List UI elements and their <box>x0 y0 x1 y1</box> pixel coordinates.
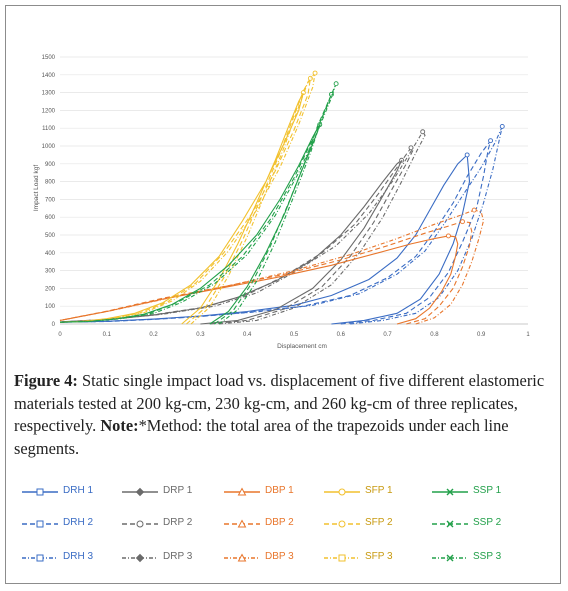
y-axis-label: Impact Load kgf <box>33 165 40 211</box>
x-tick-label: 0.8 <box>430 332 439 338</box>
y-tick-label: 400 <box>45 251 56 257</box>
x-tick-label: 0 <box>58 332 62 338</box>
data-point <box>307 75 313 81</box>
series-line-drh-2 <box>59 140 492 325</box>
series-line-drh-1 <box>59 153 471 325</box>
series-line-dbp-3 <box>59 209 485 325</box>
data-point <box>464 152 470 158</box>
y-tick-label: 1300 <box>42 91 56 97</box>
y-tick-label: 100 <box>45 304 56 310</box>
y-tick-label: 0 <box>52 322 56 328</box>
y-tick-label: 200 <box>45 286 56 292</box>
x-tick-label: 0.9 <box>477 332 486 338</box>
series-line-ssp-2 <box>59 94 332 325</box>
note-label: Note: <box>100 416 139 435</box>
data-point <box>333 81 339 87</box>
figure-caption: Figure 4: Static single impact load vs. … <box>14 370 554 460</box>
y-tick-label: 700 <box>45 197 56 203</box>
y-tick-label: 1500 <box>42 55 56 61</box>
series-line-ssp-1 <box>59 124 321 325</box>
data-point <box>488 138 494 144</box>
figure-frame <box>5 5 561 584</box>
x-axis-label: Displacement cm <box>277 343 327 350</box>
data-point <box>460 219 465 225</box>
x-tick-label: 0.5 <box>290 332 299 338</box>
series-line-drh-3 <box>59 126 503 325</box>
series-line-dbp-1 <box>59 235 459 325</box>
series-line-drp-3 <box>59 130 426 325</box>
data-point <box>312 70 318 76</box>
x-tick-label: 0.6 <box>337 332 346 338</box>
y-tick-label: 1400 <box>42 73 56 79</box>
data-point <box>420 129 426 135</box>
note-text: *Method: the total area of the trapezoid… <box>14 416 509 458</box>
series-layer <box>59 70 505 325</box>
x-tick-label: 0.2 <box>149 332 158 338</box>
y-tick-label: 1000 <box>42 144 56 150</box>
series-line-sfp-3 <box>59 70 316 325</box>
series-line-sfp-1 <box>59 92 304 325</box>
y-tick-label: 600 <box>45 215 56 221</box>
data-point <box>499 123 505 129</box>
axes: 0 100 200 300 400 500 600 700 800 900 1000 1100 1200… <box>42 55 531 338</box>
series-line-ssp-3 <box>59 83 337 325</box>
figure-label: Figure 4: <box>14 371 78 390</box>
x-tick-label: 0.7 <box>383 332 392 338</box>
data-point <box>408 145 414 151</box>
y-tick-label: 900 <box>45 162 56 168</box>
x-tick-label: 0.1 <box>103 332 112 338</box>
data-point <box>445 233 451 239</box>
figure-text: Static single impact load vs. displaceme… <box>14 371 545 435</box>
series-line-drp-2 <box>59 147 414 325</box>
y-tick-label: 1200 <box>42 108 56 114</box>
x-tick-label: 1 <box>526 332 530 338</box>
x-tick-label: 0.3 <box>196 332 205 338</box>
y-tick-label: 500 <box>45 233 56 239</box>
series-line-sfp-2 <box>59 78 311 325</box>
y-tick-label: 800 <box>45 180 56 186</box>
data-point <box>471 207 477 213</box>
x-tick-label: 0.4 <box>243 332 252 338</box>
y-tick-label: 1100 <box>42 126 56 132</box>
y-tick-label: 300 <box>45 269 56 275</box>
